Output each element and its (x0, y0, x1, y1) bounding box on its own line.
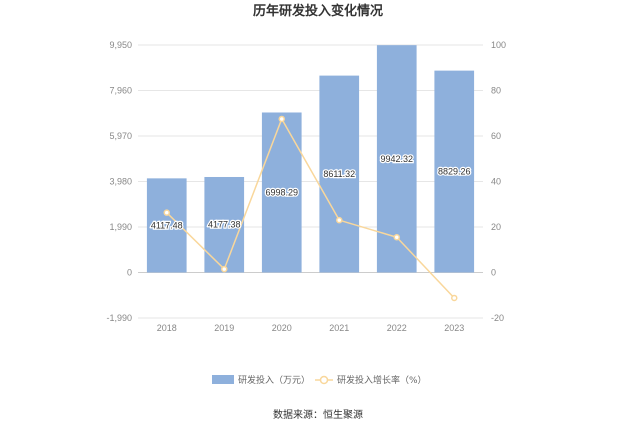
bar (261, 112, 302, 273)
chart-title: 历年研发投入变化情况 (253, 3, 383, 19)
x-axis: 2018 2019 2020 2021 2022 2023 (138, 272, 483, 333)
x-tick-label: 2022 (387, 323, 407, 333)
y-right-tick-label: -20 (491, 313, 504, 323)
y-left-tick-label: 0 (127, 268, 132, 278)
y-axis-left: 9,950 7,960 5,970 3,980 1,990 0 -1,990 (106, 40, 132, 323)
y-right-tick-label: 20 (491, 222, 501, 232)
bar-series (146, 45, 475, 273)
grid (138, 44, 483, 319)
legend[interactable]: 研发投入（万元） 研发投入增长率（%） (212, 374, 427, 386)
legend-bar-label: 研发投入（万元） (238, 374, 310, 386)
y-right-tick-label: 100 (491, 40, 506, 50)
y-right-tick-label: 0 (491, 268, 496, 278)
x-tick-label: 2021 (329, 323, 349, 333)
y-left-tick-label: 9,950 (109, 40, 132, 50)
y-left-tick-label: -1,990 (106, 313, 132, 323)
bar-value-label: 8829.26 (438, 167, 471, 177)
y-axis-right: 100 80 60 40 20 0 -20 (491, 40, 506, 323)
line-point (451, 294, 458, 302)
source-note: 数据来源：恒生聚源 (273, 408, 363, 421)
legend-line-label: 研发投入增长率（%） (337, 374, 427, 386)
growth-line (166, 117, 455, 299)
x-tick-label: 2023 (444, 323, 464, 333)
bar-value-label: 6998.29 (265, 187, 298, 197)
x-tick-label: 2018 (157, 323, 177, 333)
bar-value-label: 9942.32 (380, 154, 413, 164)
y-left-tick-label: 1,990 (109, 222, 132, 232)
bar-value-label: 4117.48 (151, 220, 183, 230)
y-left-tick-label: 3,980 (109, 177, 132, 187)
y-left-tick-label: 7,960 (109, 86, 132, 96)
y-left-tick-label: 5,970 (109, 131, 132, 141)
legend-line-marker (319, 375, 329, 385)
line-point (278, 115, 285, 123)
line-point (393, 233, 400, 241)
bar-value-label: 4177.38 (208, 220, 241, 230)
line-point (163, 209, 170, 216)
y-right-tick-label: 80 (491, 86, 501, 96)
bar (319, 75, 360, 273)
legend-bar-swatch (212, 375, 234, 384)
line-point (221, 265, 228, 273)
bar-value-label: 8611.32 (323, 169, 355, 179)
x-tick-label: 2019 (214, 323, 234, 333)
data-labels: 4117.48 4177.38 6998.29 8611.32 9942.32 8829.… (150, 153, 472, 232)
bar (434, 70, 475, 273)
x-tick-label: 2020 (272, 323, 292, 333)
line-point (336, 216, 343, 224)
line-series (163, 115, 458, 302)
y-right-tick-label: 60 (491, 131, 501, 141)
y-right-tick-label: 40 (491, 177, 501, 187)
